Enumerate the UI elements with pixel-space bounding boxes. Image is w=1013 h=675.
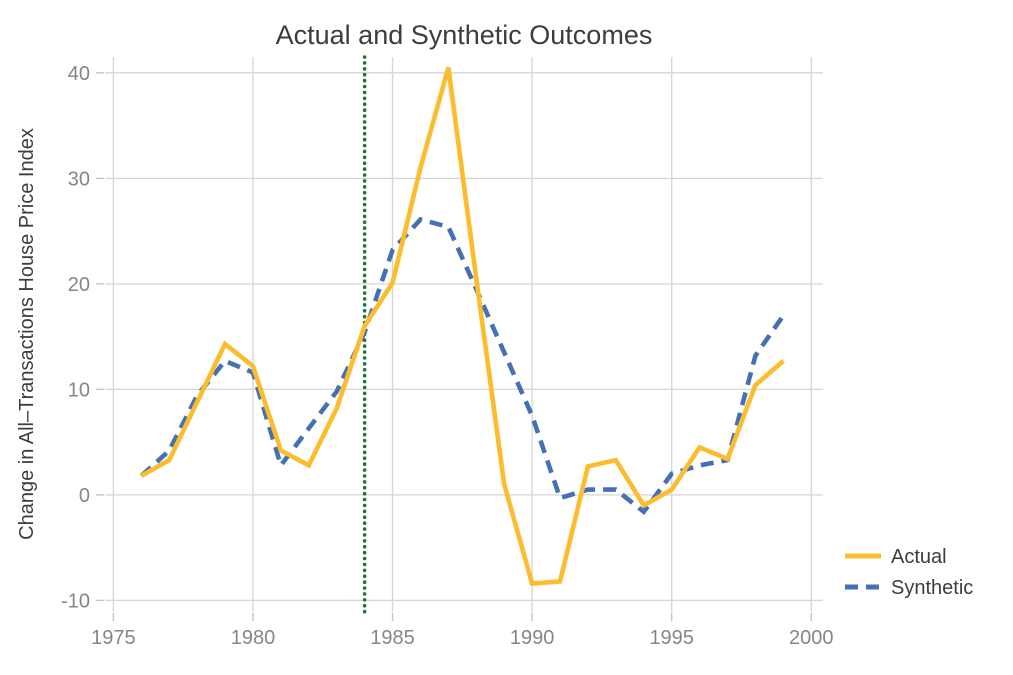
x-tick-label: 1980 [231,627,276,649]
data-series [139,66,786,586]
synthetic-line [139,216,786,516]
legend-label-actual: Actual [891,546,947,568]
x-tick-label: 1990 [510,627,555,649]
x-tick-label: 1985 [370,627,415,649]
y-axis-label: Change in All–Transactions House Price I… [16,128,38,540]
gridlines [105,57,823,612]
x-tick-label: 2000 [789,627,834,649]
y-tick-label: 10 [68,379,90,401]
y-tick-label: 0 [79,485,90,507]
axis-ticks [96,72,812,621]
legend-label-synthetic: Synthetic [891,577,973,599]
y-tick-label: 30 [68,168,90,190]
x-tick-label: 1995 [649,627,694,649]
chart-title: Actual and Synthetic Outcomes [276,20,653,50]
y-tick-label: 20 [68,274,90,296]
actual-line [140,66,785,586]
x-tick-label: 1975 [91,627,136,649]
legend: Actual Synthetic [845,546,973,599]
y-tick-labels: -10 0 10 20 30 40 [61,63,90,613]
x-tick-labels: 1975 1980 1985 1990 1995 2000 [91,627,833,649]
y-tick-label: -10 [61,590,90,612]
y-tick-label: 40 [68,63,90,85]
